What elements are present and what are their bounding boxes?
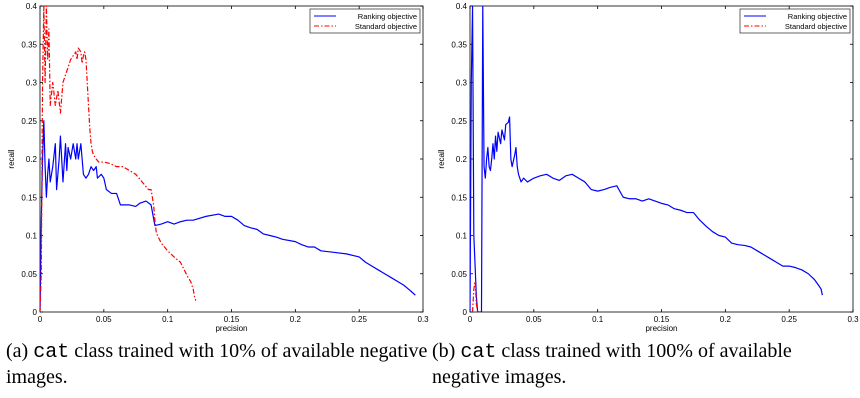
chart-b-y-tick-label: 0.05 (451, 270, 467, 279)
caption-b-label: (b) (432, 340, 456, 362)
chart-b-y-tick-label: 0.3 (456, 79, 468, 88)
chart-a-y-tick-label: 0.4 (26, 2, 38, 11)
chart-b-y-tick-label: 0.15 (451, 193, 467, 202)
caption-a-class-name: cat (33, 341, 70, 364)
caption-b: (b) cat class trained with 100% of avail… (432, 339, 858, 389)
chart-b-series-standard-line (471, 280, 479, 312)
chart-a-x-tick-label: 0.25 (351, 315, 367, 324)
chart-b-x-tick-label: 0.15 (654, 315, 670, 324)
chart-a-y-tick-label: 0.2 (26, 155, 38, 164)
chart-b-y-tick-label: 0.35 (451, 40, 467, 49)
chart-a-series-standard-line (40, 6, 197, 312)
chart-a-y-tick-label: 0.05 (21, 270, 37, 279)
chart-a-y-tick-label: 0.15 (21, 193, 37, 202)
chart-a-legend-label-ranking: Ranking objective (358, 12, 417, 21)
chart-b-plot-box (469, 5, 854, 313)
chart-a: 0 0.05 0.1 0.15 0.2 0.25 0.3 0 0.05 0.1 0.15 0.2 0.2… (7, 2, 429, 333)
chart-a-legend-label-standard: Standard objective (355, 22, 417, 31)
chart-a-y-tick-label: 0.35 (21, 40, 37, 49)
chart-a-series-ranking-line (40, 120, 416, 312)
chart-b-y-axis-label: recall (437, 149, 446, 168)
chart-b-y-tick-label: 0.4 (456, 2, 468, 11)
chart-a-x-tick-label: 0.1 (162, 315, 174, 324)
caption-b-class-name: cat (460, 341, 497, 364)
chart-a-y-tick-label: 0.25 (21, 117, 37, 126)
chart-a-x-tick-label: 0.15 (224, 315, 240, 324)
caption-a-label: (a) (6, 340, 29, 362)
caption-b-text: class trained with 100% of available neg… (432, 340, 792, 388)
chart-a-y-tick-label: 0 (33, 308, 38, 317)
chart-b-y-tick-label: 0.2 (456, 155, 468, 164)
chart-b-y-tick-label: 0.25 (451, 117, 467, 126)
chart-a-x-tick-label: 0.05 (96, 315, 112, 324)
chart-a-x-tick-label: 0.2 (290, 315, 302, 324)
chart-a-x-axis-label: precision (215, 324, 247, 333)
chart-b-series-ranking-line (470, 6, 823, 312)
chart-b-x-tick-label: 0.2 (720, 315, 732, 324)
caption-a: (a) cat class trained with 10% of availa… (6, 339, 432, 389)
caption-a-text: class trained with 10% of available nega… (6, 340, 428, 388)
chart-a-legend-box (309, 8, 421, 34)
chart-b-x-axis-label: precision (645, 324, 677, 333)
chart-b-x-tick-label: 0 (468, 315, 473, 324)
chart-b-legend-label-ranking: Ranking objective (788, 12, 847, 21)
chart-b-x-tick-label: 0.25 (781, 315, 797, 324)
chart-a-x-tick-label: 0.3 (417, 315, 429, 324)
chart-a-x-tick-label: 0 (38, 315, 43, 324)
chart-b-legend-label-standard: Standard objective (785, 22, 847, 31)
chart-b-legend-box (739, 8, 851, 34)
chart-a-y-axis-label: recall (7, 149, 16, 168)
chart-b: 0 0.05 0.1 0.15 0.2 0.25 0.3 0 0.05 0.1 0.15 0.2 0.2… (437, 2, 859, 333)
chart-b-x-tick-label: 0.05 (526, 315, 542, 324)
chart-a-plot-box (39, 5, 424, 313)
chart-b-x-tick-label: 0.3 (847, 315, 859, 324)
chart-a-y-tick-label: 0.1 (26, 232, 38, 241)
chart-a-y-tick-label: 0.3 (26, 79, 38, 88)
chart-b-y-tick-label: 0.1 (456, 232, 468, 241)
chart-b-x-tick-label: 0.1 (592, 315, 604, 324)
chart-b-y-tick-label: 0 (463, 308, 468, 317)
